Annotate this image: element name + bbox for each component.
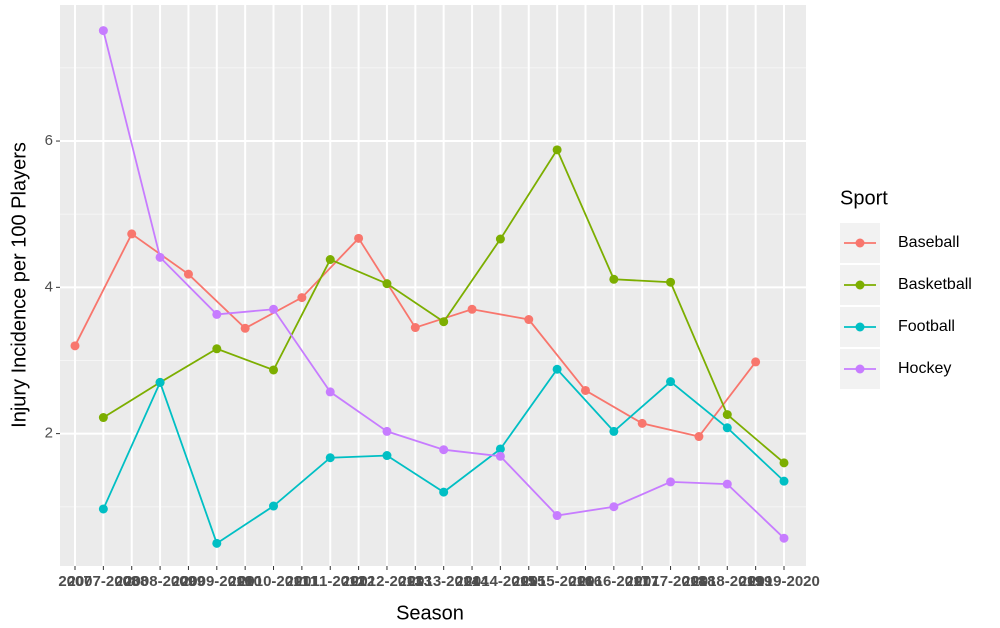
x-tick-label: 2011-2012 [295, 573, 366, 590]
point [269, 365, 279, 375]
panel [60, 5, 806, 566]
x-tick-label: 2016-2017 [578, 573, 650, 590]
x-tick-label: 2019 [739, 573, 772, 590]
x-tick-label: 2017-2018 [635, 573, 707, 590]
point [666, 477, 676, 487]
point [212, 309, 222, 319]
x-tick-label: 2014-2015 [465, 573, 537, 590]
x-tick-label: 2010 [228, 573, 261, 590]
point [609, 426, 619, 436]
point [439, 487, 449, 497]
x-tick-label: 2011 [286, 573, 319, 590]
point [325, 255, 335, 265]
x-tick-label: 2013-2014 [408, 573, 480, 590]
point [722, 423, 732, 433]
point [467, 304, 477, 314]
x-tick-label: 2013 [399, 573, 432, 590]
point [666, 377, 676, 387]
point [495, 451, 505, 461]
point [694, 432, 704, 442]
point [183, 269, 193, 279]
point [155, 252, 165, 262]
point [552, 511, 562, 521]
x-tick-label: 2015-2016 [521, 573, 593, 590]
legend-point [855, 280, 865, 290]
x-tick-label: 2012 [342, 573, 375, 590]
x-tick-label: 2008 [115, 573, 148, 590]
legend-label: Football [898, 318, 955, 335]
x-tick-label: 2010-2011 [238, 573, 309, 590]
x-tick-label: 2016 [569, 573, 602, 590]
grid [60, 5, 806, 566]
point [297, 293, 307, 303]
point [98, 413, 108, 423]
point [382, 451, 392, 461]
point [609, 274, 619, 284]
point [609, 502, 619, 512]
point [751, 357, 761, 367]
x-tick-label: 2018 [682, 573, 715, 590]
x-tick-label: 2018-2019 [691, 573, 763, 590]
point [580, 385, 590, 395]
point [524, 315, 534, 325]
y-tick-label: 4 [45, 278, 53, 295]
x-tick-label: 2007-2008 [67, 573, 139, 590]
legend-point [855, 238, 865, 248]
y-axis-title: Injury Incidence per 100 Players [8, 142, 30, 428]
point [779, 533, 789, 543]
point [495, 444, 505, 454]
point [325, 453, 335, 463]
x-tick-label: 2017 [626, 573, 659, 590]
legend-point [855, 364, 865, 374]
point [382, 279, 392, 289]
point [98, 504, 108, 514]
x-tick-label: 2008-2009 [124, 573, 196, 590]
point [98, 26, 108, 36]
legend-title: Sport [840, 187, 888, 209]
point [637, 418, 647, 428]
point [722, 479, 732, 489]
point [70, 341, 80, 351]
point [722, 410, 732, 420]
point [410, 323, 420, 333]
marks [70, 26, 789, 548]
x-tick-label: 2009-2010 [181, 573, 253, 590]
y-tick-label: 2 [45, 425, 53, 442]
point [495, 234, 505, 244]
point [439, 445, 449, 455]
x-axis-title: Season [396, 602, 464, 624]
legend-label: Hockey [898, 360, 951, 377]
legend-point [855, 322, 865, 332]
point [127, 229, 137, 239]
x-tick-label: 2015 [512, 573, 545, 590]
point [269, 304, 279, 314]
point [779, 458, 789, 468]
point [212, 538, 222, 548]
point [382, 426, 392, 436]
legend: Baseball Basketball Football Hockey [840, 223, 972, 389]
legend-label: Basketball [898, 276, 972, 293]
point [155, 377, 165, 387]
x-tick-label: 2012-2013 [351, 573, 423, 590]
point [354, 233, 364, 243]
point [552, 364, 562, 374]
point [212, 344, 222, 354]
point [779, 476, 789, 486]
x-tick-label: 2007 [58, 573, 91, 590]
point [325, 387, 335, 397]
point [269, 501, 279, 511]
point [439, 317, 449, 327]
y-tick-label: 6 [45, 132, 53, 149]
point [666, 277, 676, 287]
point [240, 323, 250, 333]
point [552, 145, 562, 155]
x-tick-label: 2019-2020 [748, 573, 820, 590]
x-tick-label: 2014 [455, 573, 489, 590]
legend-label: Baseball [898, 234, 959, 251]
x-tick-label: 2009 [172, 573, 205, 590]
